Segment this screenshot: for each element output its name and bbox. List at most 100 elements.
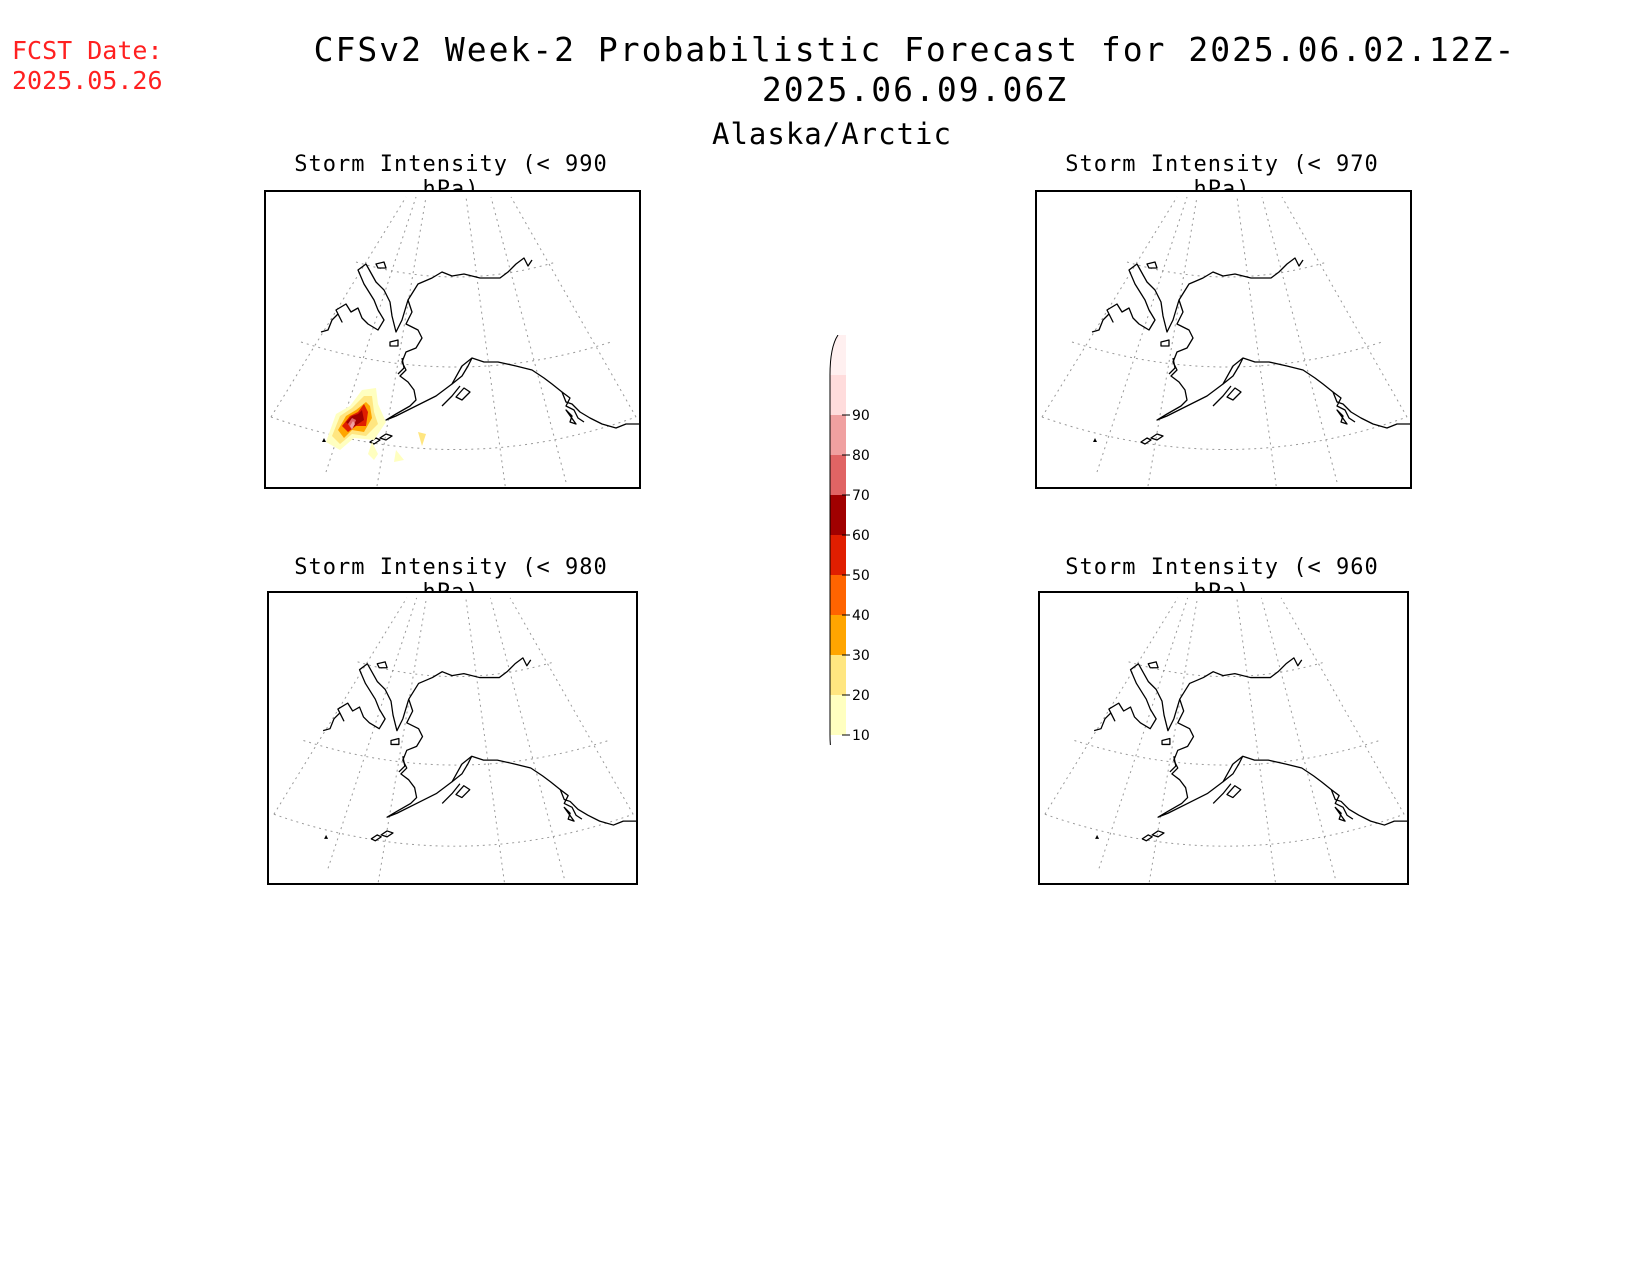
st-lawrence-island: [375, 261, 387, 269]
legend-tick-label: 90: [852, 408, 870, 424]
panhandle-islands: [1330, 789, 1354, 822]
parallel-line: [1044, 813, 1405, 847]
meridian-line: [465, 597, 506, 883]
map-panel-970: [1035, 190, 1412, 489]
legend-swatch: [830, 535, 846, 575]
meridian-line: [489, 597, 565, 879]
alaska-map-980: [273, 597, 636, 883]
meridian-line: [490, 196, 567, 483]
st-lawrence-island: [376, 661, 388, 669]
main-title: CFSv2 Week-2 Probabilistic Forecast for …: [313, 30, 1517, 109]
cook-inlet: [1212, 357, 1244, 407]
storm-probability-cell: [418, 432, 426, 446]
legend-tick-label: 70: [852, 488, 870, 504]
bristol-bay: [1168, 357, 1176, 375]
legend-swatch: [830, 615, 846, 655]
meridian-line: [1261, 196, 1338, 483]
meridian-line: [270, 196, 407, 418]
aleutian-islands: [1141, 830, 1165, 842]
parallel-line: [300, 341, 612, 368]
legend-tick-label: 80: [852, 448, 870, 464]
parallel-line: [1074, 740, 1380, 766]
meridian-line: [1148, 597, 1198, 883]
cook-inlet: [1212, 755, 1244, 804]
aleutian-tip: [1093, 438, 1097, 442]
nunivak-island: [1160, 339, 1170, 347]
meridian-line: [509, 597, 634, 815]
legend-upper-edge: [829, 334, 839, 376]
storm-probability-cell: [394, 450, 404, 462]
legend-upper-cap: [830, 335, 846, 375]
meridian-line: [1098, 597, 1189, 869]
legend-lower-edge: [829, 734, 837, 776]
legend-swatch: [830, 495, 846, 535]
map-panel-960: [1038, 591, 1409, 885]
st-lawrence-island: [1147, 661, 1159, 669]
kodiak-island: [1226, 387, 1242, 401]
aleutian-tip: [1095, 834, 1100, 839]
legend-tick-label: 50: [852, 568, 870, 584]
coastline-north: [322, 657, 532, 732]
aleutian-islands: [370, 830, 394, 842]
legend-tick-label: 30: [852, 648, 870, 664]
coastline-north: [320, 257, 533, 333]
meridian-line: [1236, 597, 1277, 883]
legend-tick-label: 60: [852, 528, 870, 544]
meridian-line: [1044, 597, 1179, 815]
coastline-south: [386, 698, 636, 826]
meridian-line: [1280, 597, 1405, 815]
meridian-line: [1096, 196, 1188, 473]
aleutian-tip: [322, 438, 326, 442]
storm-probability-cell: [368, 442, 378, 460]
legend-swatch: [830, 455, 846, 495]
legend-tick-label: 20: [852, 688, 870, 704]
coastline-south: [385, 299, 639, 429]
panhandle-islands: [561, 391, 585, 425]
meridian-line: [1147, 196, 1198, 487]
panhandle-islands: [1332, 391, 1356, 425]
parallel-line: [1071, 341, 1383, 368]
panhandle-islands: [559, 789, 583, 822]
parallel-line: [273, 813, 634, 847]
kodiak-island: [455, 387, 471, 401]
meridian-line: [1041, 196, 1178, 418]
coastline-south: [1156, 299, 1410, 429]
page-title: CFSv2 Week-2 Probabilistic Forecast for …: [0, 30, 1650, 154]
meridian-line: [273, 597, 408, 815]
parallel-line: [1041, 416, 1408, 450]
legend-swatch: [830, 415, 846, 455]
meridian-line: [510, 196, 637, 418]
legend-colorbar: 10 20 30 40 50 60 70 80 90: [829, 334, 870, 776]
alaska-map-990: [270, 196, 639, 487]
coastline-north: [1093, 657, 1303, 732]
aleutian-islands: [1140, 433, 1164, 445]
legend-tick-label: 40: [852, 608, 870, 624]
map-panel-980: [267, 591, 638, 885]
nunivak-island: [390, 737, 400, 746]
legend-tick-label: 10: [852, 728, 870, 744]
bristol-bay: [398, 756, 406, 773]
storm-probability-cell: [350, 421, 355, 429]
cook-inlet: [441, 357, 473, 407]
parallel-line: [270, 416, 637, 450]
region-subtitle: Alaska/Arctic: [712, 117, 952, 151]
coastline-north: [1091, 257, 1304, 333]
alaska-map-970: [1041, 196, 1410, 487]
parallel-line: [303, 740, 609, 766]
kodiak-island: [455, 785, 471, 799]
legend-swatch: [830, 695, 846, 735]
fcst-date-value: 2025.05.26: [12, 66, 163, 95]
map-panel-990: [264, 190, 641, 489]
meridian-line: [1236, 196, 1277, 487]
nunivak-island: [1161, 737, 1171, 746]
alaska-map-960: [1044, 597, 1407, 883]
legend-swatch: [830, 375, 846, 415]
st-lawrence-island: [1146, 261, 1158, 269]
probability-color-legend: 10 20 30 40 50 60 70 80 90: [820, 334, 900, 776]
meridian-line: [327, 597, 418, 869]
meridian-line: [465, 196, 506, 487]
meridian-line: [377, 597, 427, 883]
nunivak-island: [389, 339, 399, 347]
legend-swatch: [830, 655, 846, 695]
bristol-bay: [397, 357, 405, 375]
